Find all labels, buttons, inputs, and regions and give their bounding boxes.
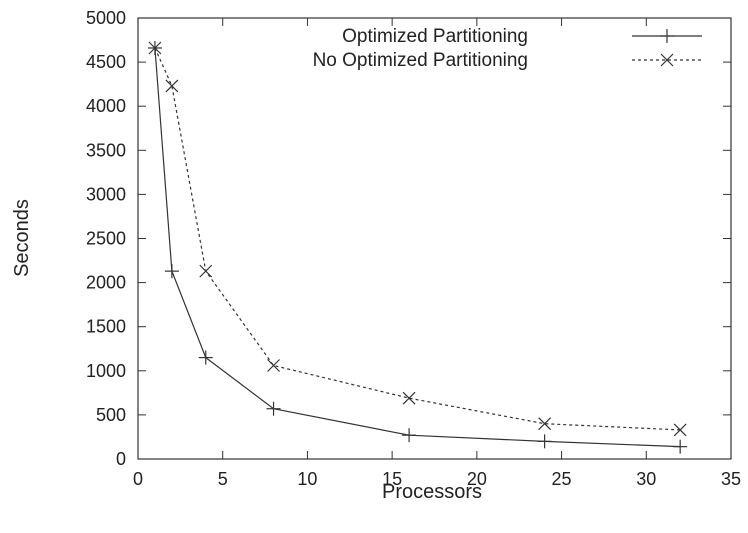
data-point — [537, 434, 552, 449]
x-tick-label: 5 — [218, 469, 228, 489]
data-point — [402, 428, 417, 443]
x-tick-label: 25 — [552, 469, 572, 489]
data-point — [402, 391, 416, 405]
legend-label: Optimized Partitioning — [342, 26, 528, 47]
y-tick-label: 2500 — [86, 229, 126, 249]
y-tick-label: 2000 — [86, 273, 126, 293]
x-tick-label: 20 — [467, 469, 487, 489]
series-1 — [147, 40, 688, 454]
data-point — [148, 41, 162, 55]
x-tick-label: 15 — [382, 469, 402, 489]
y-tick-label: 3000 — [86, 184, 126, 204]
x-axis-label: Processors — [382, 481, 482, 503]
legend-label: No Optimized Partitioning — [313, 50, 528, 71]
data-point — [198, 350, 213, 365]
data-point — [673, 423, 687, 437]
data-point — [164, 264, 179, 279]
series-2 — [148, 41, 687, 437]
y-tick-label: 4000 — [86, 96, 126, 116]
plot-frame — [137, 17, 732, 460]
x-axis: 0 5 10 15 20 25 30 35 — [133, 18, 741, 489]
y-tick-label: 5000 — [86, 8, 126, 28]
x-tick-label: 0 — [133, 469, 143, 489]
y-tick-label: 4500 — [86, 52, 126, 72]
data-point — [267, 359, 280, 372]
y-tick-label: 500 — [96, 405, 126, 425]
y-tick-label: 3500 — [86, 140, 126, 160]
data-point — [673, 439, 688, 454]
x-tick-label: 10 — [297, 469, 317, 489]
legend: Optimized Partitioning No Optimized Parti… — [313, 26, 702, 71]
x-tick-label: 30 — [636, 469, 656, 489]
series-layer — [147, 40, 688, 454]
y-axis-label: Seconds — [11, 199, 33, 277]
plot-area — [137, 17, 732, 460]
y-axis: 0 500 1000 1500 2000 2500 3000 3500 4000 4500 5000 — [86, 8, 731, 469]
data-point — [266, 401, 281, 416]
legend-marker — [660, 53, 674, 67]
series-line — [154, 47, 681, 448]
data-point — [165, 79, 179, 93]
x-tick-label: 35 — [721, 469, 741, 489]
legend-marker — [660, 29, 674, 43]
y-tick-label: 1000 — [86, 361, 126, 381]
data-point — [199, 264, 213, 278]
series-line — [154, 47, 681, 431]
data-point — [538, 417, 552, 431]
y-tick-label: 1500 — [86, 317, 126, 337]
y-tick-label: 0 — [116, 449, 126, 469]
